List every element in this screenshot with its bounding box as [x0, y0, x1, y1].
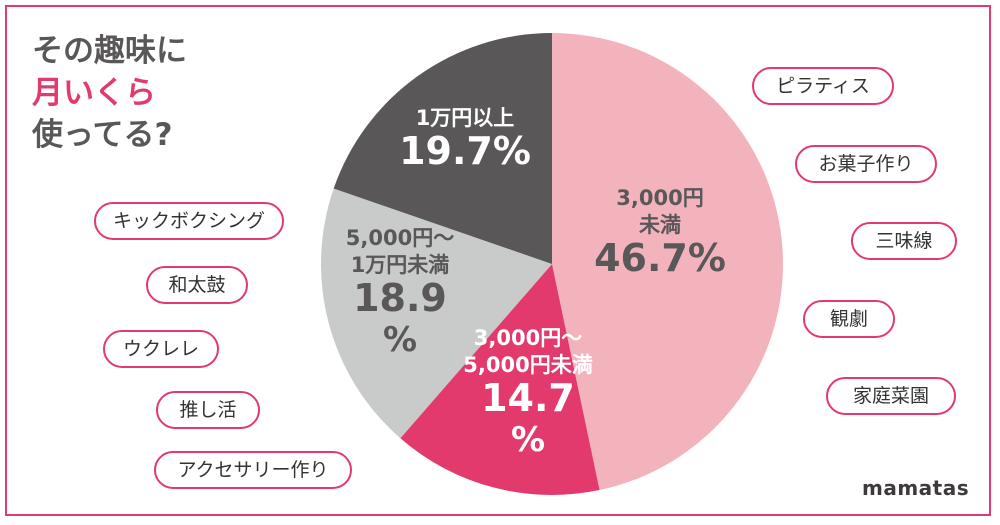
- slice-value-2-0: 18.9: [353, 276, 447, 320]
- slice-value-0-0: 46.7%: [594, 236, 726, 280]
- title-line-3: 使ってる?: [32, 117, 173, 153]
- hobby-tag-pilates: ピラティス: [752, 67, 894, 105]
- slice-label-1-0: 3,000円～: [474, 326, 582, 350]
- title-line-2: 月いくら: [32, 75, 156, 111]
- slice-label-2-1: 1万円未満: [351, 253, 450, 277]
- brand-logo: mamatas: [862, 476, 970, 500]
- slice-label-0-1: 未満: [639, 213, 681, 237]
- pie-slice-2: [321, 188, 552, 439]
- slice-value-3-0: 19.7%: [399, 129, 531, 173]
- slice-value-1-1: %: [511, 420, 545, 460]
- slice-label-1-1: 5,000円未満: [463, 353, 592, 377]
- slice-label-3-0: 1万円以上: [416, 106, 515, 130]
- slice-label-0-0: 3,000円: [616, 186, 703, 210]
- slice-label-2-0: 5,000円～: [346, 226, 454, 250]
- title-line-1: その趣味に: [32, 33, 187, 69]
- hobby-tag-taiko: 和太鼓: [146, 266, 248, 304]
- hobby-tag-theater: 観劇: [803, 300, 895, 338]
- pie-slice-0: [552, 33, 783, 491]
- pie-slice-3: [333, 33, 552, 264]
- hobby-tag-ukulele: ウクレレ: [103, 330, 219, 368]
- hobby-tag-shamisen: 三味線: [851, 222, 957, 260]
- pie-slice-1: [400, 264, 600, 495]
- hobby-tag-sweets: お菓子作り: [795, 145, 937, 183]
- hobby-tag-kickboxing: キックボクシング: [94, 202, 284, 240]
- chart-title: その趣味に 月いくら 使ってる?: [32, 30, 187, 156]
- slice-value-1-0: 14.7: [481, 376, 575, 420]
- slice-value-2-1: %: [383, 320, 417, 360]
- hobby-tag-oshikatsu: 推し活: [156, 391, 260, 429]
- hobby-tag-accessory: アクセサリー作り: [154, 451, 352, 489]
- hobby-tag-gardening: 家庭菜園: [826, 377, 956, 415]
